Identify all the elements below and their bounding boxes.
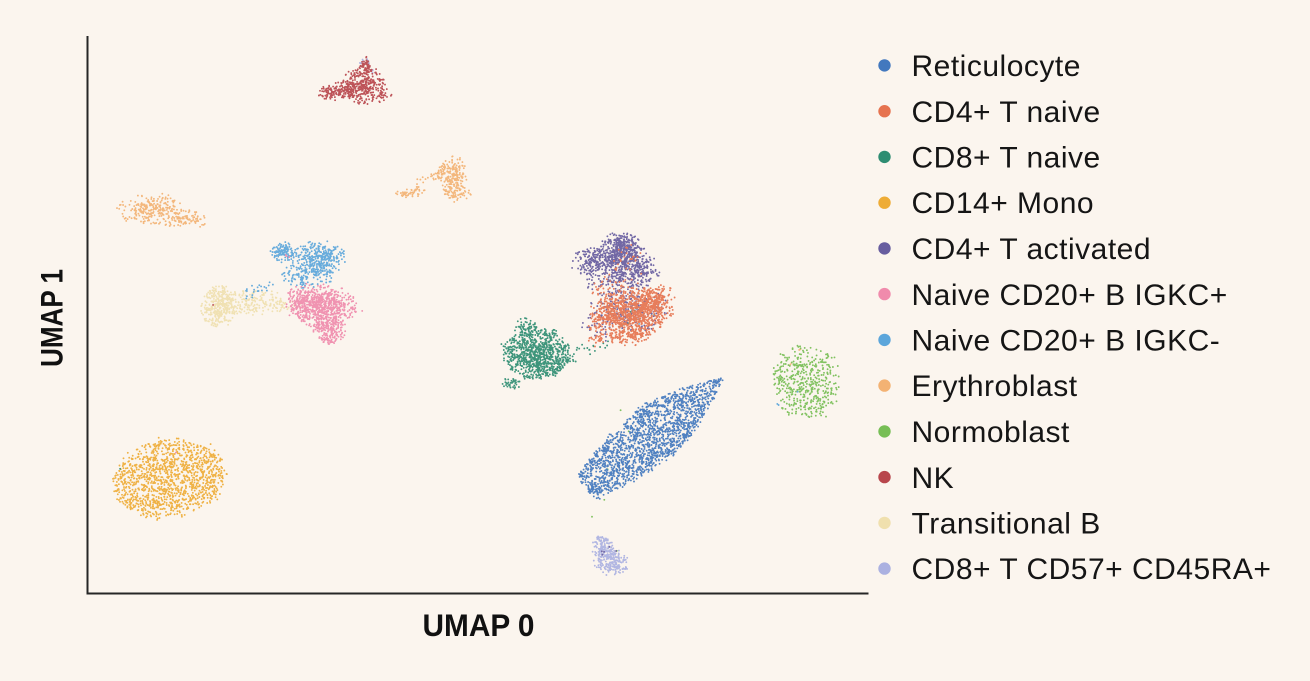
- svg-text:CD4+ T activated: CD4+ T activated: [912, 233, 1152, 266]
- svg-text:CD8+ T naive: CD8+ T naive: [912, 142, 1101, 175]
- svg-text:Transitional B: Transitional B: [912, 508, 1101, 541]
- svg-text:Reticulocyte: Reticulocyte: [912, 50, 1081, 83]
- svg-text:Normoblast: Normoblast: [912, 416, 1071, 449]
- svg-text:Naive CD20+ B IGKC-: Naive CD20+ B IGKC-: [912, 325, 1221, 358]
- svg-text:CD8+ T CD57+ CD45RA+: CD8+ T CD57+ CD45RA+: [912, 553, 1272, 586]
- svg-text:CD4+ T naive: CD4+ T naive: [912, 96, 1101, 129]
- svg-text:Erythroblast: Erythroblast: [912, 370, 1078, 403]
- svg-text:NK: NK: [912, 462, 955, 495]
- svg-text:Naive CD20+ B IGKC+: Naive CD20+ B IGKC+: [912, 279, 1228, 312]
- svg-text:UMAP 0: UMAP 0: [423, 607, 535, 643]
- svg-text:UMAP 1: UMAP 1: [34, 269, 70, 367]
- svg-text:CD14+ Mono: CD14+ Mono: [912, 187, 1095, 220]
